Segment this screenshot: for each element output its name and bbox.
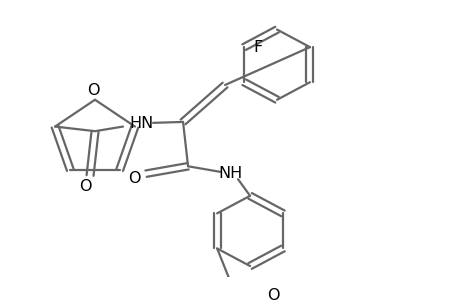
Text: O: O xyxy=(266,288,279,300)
Text: O: O xyxy=(87,83,99,98)
Text: F: F xyxy=(253,40,262,55)
Text: O: O xyxy=(128,171,140,186)
Text: NH: NH xyxy=(218,166,241,181)
Text: O: O xyxy=(78,179,91,194)
Text: HN: HN xyxy=(129,116,153,131)
